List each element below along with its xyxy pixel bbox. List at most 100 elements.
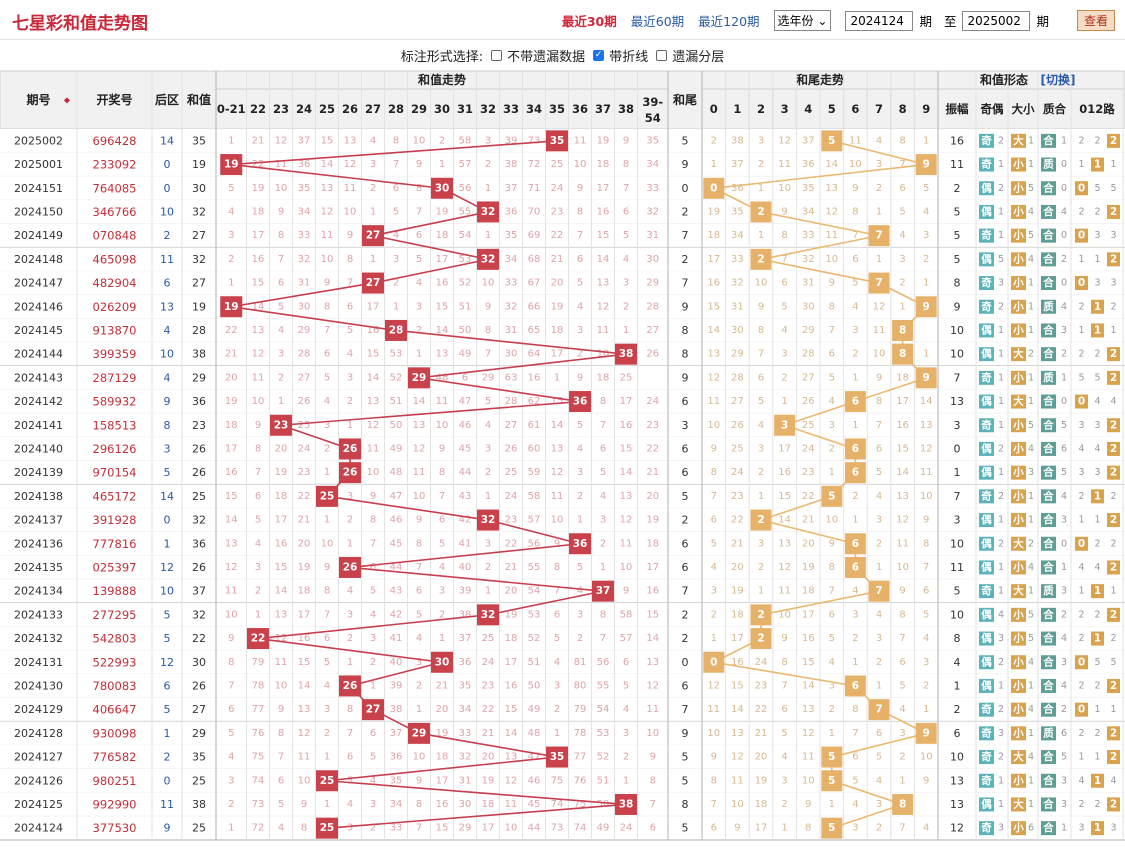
sum-miss: 5 xyxy=(228,183,234,194)
sum-miss: 73 xyxy=(551,823,564,834)
sum-miss: 8 xyxy=(324,301,330,312)
from-period-input[interactable] xyxy=(845,10,914,31)
sum-hit-value: 32 xyxy=(481,609,496,621)
sum-cell: 23 xyxy=(192,419,206,432)
sum-col-label-bottom: 54 xyxy=(645,111,661,125)
sum-col-label: 24 xyxy=(296,102,312,116)
form-oe-miss: 1 xyxy=(998,159,1004,170)
nav-recent-60[interactable]: 最近60期 xyxy=(630,14,685,29)
road-mark: 2 xyxy=(1110,798,1117,810)
checkbox-checked-icon[interactable]: ✓ xyxy=(593,49,605,61)
tail-miss: 3 xyxy=(852,325,858,336)
sum-miss: 60 xyxy=(528,443,541,454)
tail-miss: 4 xyxy=(876,775,882,786)
to-period-input[interactable] xyxy=(962,10,1031,31)
sum-miss: 33 xyxy=(298,230,311,241)
sum-miss: 5 xyxy=(347,325,353,336)
form-pc-mark: 合 xyxy=(1042,418,1054,431)
draw-number: 776582 xyxy=(93,750,137,764)
form-pc-miss: 4 xyxy=(1061,206,1067,217)
nav-recent-120[interactable]: 最近120期 xyxy=(698,14,760,29)
sum-miss: 3 xyxy=(600,515,606,526)
tail-miss: 13 xyxy=(802,704,815,715)
sum-miss: 20 xyxy=(482,752,495,763)
form-oe-mark: 奇 xyxy=(981,750,992,763)
sum-miss: 20 xyxy=(225,372,238,383)
sum-miss: 15 xyxy=(225,491,238,502)
sum-miss: 18 xyxy=(298,586,311,597)
sum-miss: 58 xyxy=(528,491,541,502)
tail-miss: 6 xyxy=(852,752,858,763)
tail-miss: 7 xyxy=(758,349,764,360)
sum-miss: 5 xyxy=(393,206,399,217)
sum-miss: 1 xyxy=(370,680,376,691)
tail-hit-box xyxy=(868,699,890,721)
sum-miss: 2 xyxy=(255,586,261,597)
sum-miss: 11 xyxy=(367,443,380,454)
form-oe-box xyxy=(979,631,994,646)
sum-miss: 1 xyxy=(347,538,353,549)
sum-miss: 11 xyxy=(321,230,334,241)
sum-miss: 78 xyxy=(574,728,587,739)
amp-cell: 16 xyxy=(950,134,964,147)
form-pc-box xyxy=(1041,821,1056,836)
sum-miss: 16 xyxy=(252,254,265,265)
sum-miss: 13 xyxy=(225,538,238,549)
sum-miss: 1 xyxy=(324,515,330,526)
road-miss: 4 xyxy=(1110,775,1116,786)
form-bs-mark: 小 xyxy=(1012,229,1024,242)
form-pc-miss: 4 xyxy=(1061,491,1067,502)
sum-miss: 51 xyxy=(459,301,472,312)
sum-hit-value: 35 xyxy=(550,135,565,147)
checkbox-icon[interactable] xyxy=(656,49,668,61)
road-box xyxy=(1075,276,1088,291)
header-back: 后区 xyxy=(155,92,179,107)
sum-miss: 18 xyxy=(225,420,238,431)
options-label: 标注形式选择: xyxy=(400,49,484,65)
sum-miss: 49 xyxy=(597,823,610,834)
tail-hit-value: 7 xyxy=(875,230,882,242)
year-select[interactable]: 选年份 ⌄ xyxy=(773,10,832,31)
checkbox-icon[interactable] xyxy=(491,49,503,61)
tail-cell: 5 xyxy=(682,751,689,764)
sum-miss: 5 xyxy=(347,775,353,786)
sum-miss: 14 xyxy=(252,301,265,312)
road-mark: 0 xyxy=(1078,704,1085,716)
sum-miss: 13 xyxy=(505,752,518,763)
switch-link[interactable]: [切换] xyxy=(1041,72,1076,87)
form-oe-box xyxy=(979,821,994,836)
sum-miss: 21 xyxy=(482,728,495,739)
back-cell: 5 xyxy=(164,703,171,716)
road-miss: 1 xyxy=(1110,325,1116,336)
option-miss-layer[interactable]: 遗漏分层 xyxy=(656,46,724,65)
form-pc-box xyxy=(1041,252,1056,267)
form-bs-mark: 小 xyxy=(1012,774,1024,787)
sum-miss: 53 xyxy=(597,728,610,739)
road-miss: 4 xyxy=(1078,443,1084,454)
tail-miss: 19 xyxy=(731,586,744,597)
tail-cell: 5 xyxy=(682,822,689,835)
sum-miss: 11 xyxy=(413,467,426,478)
sum-miss: 7 xyxy=(393,159,399,170)
tail-miss: 17 xyxy=(755,823,768,834)
tail-miss: 5 xyxy=(923,183,929,194)
tail-hit-box xyxy=(821,770,843,792)
road-box xyxy=(1107,370,1120,385)
sum-miss: 53 xyxy=(459,254,472,265)
option-with-line[interactable]: ✓ 带折线 xyxy=(593,46,648,65)
tail-miss: 4 xyxy=(876,135,882,146)
amp-cell: 13 xyxy=(950,395,964,408)
nav-recent-30[interactable]: 最近30期 xyxy=(561,14,617,29)
road-miss: 2 xyxy=(1094,349,1100,360)
sum-miss: 16 xyxy=(436,278,449,289)
tail-miss: 11 xyxy=(707,704,720,715)
back-cell: 12 xyxy=(160,656,174,669)
road-miss: 1 xyxy=(1078,159,1084,170)
option-no-miss[interactable]: 不带遗漏数据 xyxy=(491,46,585,65)
back-cell: 13 xyxy=(160,300,174,313)
road-box xyxy=(1091,489,1104,504)
query-button[interactable]: 查看 xyxy=(1076,10,1115,31)
back-cell: 10 xyxy=(160,205,174,218)
sum-miss: 5 xyxy=(324,657,330,668)
form-pc-mark: 合 xyxy=(1042,655,1054,668)
